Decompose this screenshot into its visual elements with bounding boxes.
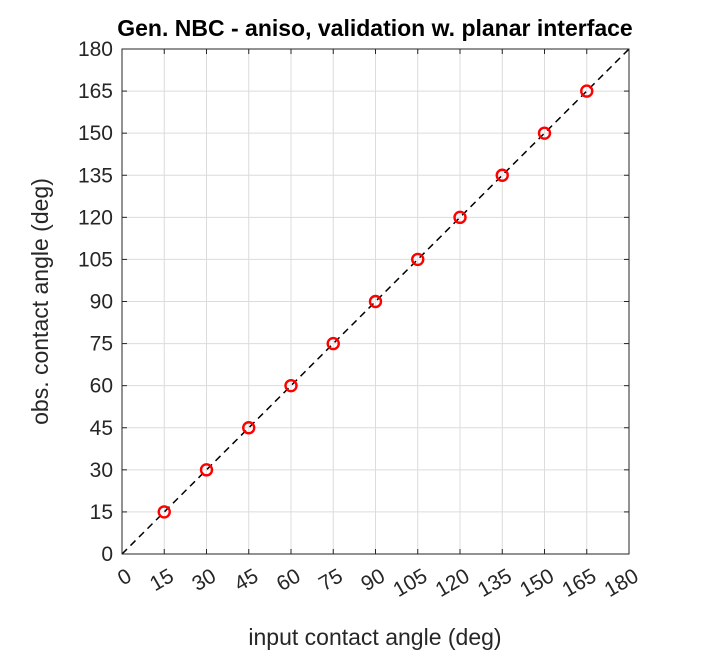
x-tick-label: 0 <box>114 564 136 590</box>
data-points <box>157 84 594 519</box>
data-point <box>157 505 171 519</box>
x-tick-label: 45 <box>231 564 263 596</box>
y-tick-label: 120 <box>78 206 113 229</box>
y-tick-label: 60 <box>90 375 113 398</box>
data-point <box>411 252 425 267</box>
y-axis-label: obs. contact angle (deg) <box>27 178 53 425</box>
x-tick-label: 105 <box>389 564 431 601</box>
data-point <box>326 336 340 351</box>
y-tick-label: 75 <box>90 333 113 356</box>
data-point <box>537 126 552 140</box>
x-tick-label: 165 <box>558 564 600 601</box>
x-axis-label: input contact angle (deg) <box>248 624 501 650</box>
x-tick-label: 135 <box>474 564 516 601</box>
y-tick-label: 150 <box>78 122 113 145</box>
x-tick-label: 150 <box>516 564 558 601</box>
data-point <box>284 378 298 393</box>
chart-title: Gen. NBC - aniso, validation w. planar i… <box>117 15 632 41</box>
data-point <box>580 84 594 98</box>
x-tick-label: 180 <box>601 564 643 601</box>
x-tick-label: 30 <box>188 564 220 596</box>
y-tick-label: 0 <box>101 543 113 566</box>
data-point <box>368 294 383 309</box>
x-tick-label: 120 <box>432 564 474 601</box>
y-tick-label: 135 <box>78 164 113 187</box>
y-tick-label: 165 <box>78 80 113 103</box>
axes <box>121 48 630 555</box>
y-tick-label: 90 <box>90 291 113 314</box>
y-tick-label: 30 <box>90 459 113 482</box>
x-tick-label: 15 <box>146 564 178 596</box>
data-point <box>495 168 509 182</box>
data-point <box>199 463 214 477</box>
y-tick-label: 180 <box>78 38 113 61</box>
x-tick-label: 60 <box>273 564 305 596</box>
data-point <box>453 210 467 225</box>
x-tick-label: 90 <box>357 564 389 596</box>
y-tick-label: 15 <box>90 501 113 524</box>
data-point <box>242 421 256 435</box>
y-tick-label: 105 <box>78 248 113 271</box>
x-tick-label: 75 <box>315 564 347 596</box>
y-tick-label: 45 <box>90 417 113 440</box>
